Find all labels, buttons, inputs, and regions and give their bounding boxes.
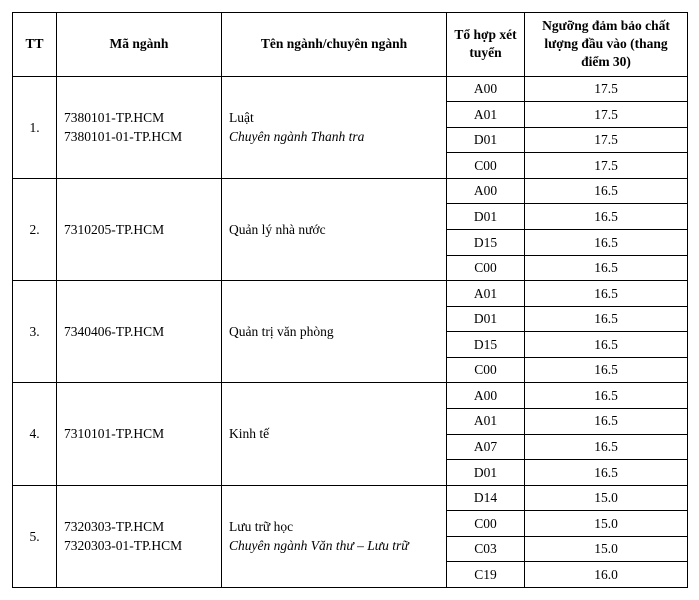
cell-code: 7310101-TP.HCM (57, 383, 222, 485)
cell-score: 16.5 (525, 383, 688, 409)
code-line: 7310205-TP.HCM (64, 222, 164, 237)
cell-tt: 4. (13, 383, 57, 485)
cell-score: 16.0 (525, 562, 688, 588)
cell-score: 17.5 (525, 153, 688, 179)
table-header: TT Mã ngành Tên ngành/chuyên ngành Tổ hợ… (13, 13, 688, 77)
cell-score: 16.5 (525, 255, 688, 281)
cell-combo: A00 (447, 76, 525, 102)
code-line: 7320303-01-TP.HCM (64, 538, 182, 553)
cell-score: 16.5 (525, 332, 688, 358)
table-row: 5.7320303-TP.HCM7320303-01-TP.HCMLưu trữ… (13, 485, 688, 511)
code-line: 7320303-TP.HCM (64, 519, 164, 534)
cell-combo: A07 (447, 434, 525, 460)
code-line: 7340406-TP.HCM (64, 324, 164, 339)
cell-code: 7310205-TP.HCM (57, 178, 222, 280)
cell-score: 16.5 (525, 230, 688, 256)
cell-name: Kinh tế (222, 383, 447, 485)
header-threshold: Ngưỡng đảm bảo chất lượng đầu vào (thang… (525, 13, 688, 77)
cell-combo: D15 (447, 230, 525, 256)
name-sub: Chuyên ngành Thanh tra (229, 129, 364, 144)
table-body: 1. 7380101-TP.HCM 7380101-01-TP.HCM Luật Chu… (13, 76, 688, 587)
cell-tt: 1. (13, 76, 57, 178)
cell-combo: D14 (447, 485, 525, 511)
name-sub: Chuyên ngành Văn thư – Lưu trữ (229, 538, 409, 553)
cell-score: 15.0 (525, 536, 688, 562)
cell-score: 15.0 (525, 485, 688, 511)
cell-name: Lưu trữ học Chuyên ngành Văn thư – Lưu tr… (222, 485, 447, 587)
table-row: 1.7380101-TP.HCM7380101-01-TP.HCMLuậtChu… (13, 76, 688, 102)
admissions-table: TT Mã ngành Tên ngành/chuyên ngành Tổ hợ… (12, 12, 688, 588)
cell-score: 16.5 (525, 460, 688, 486)
cell-combo: D15 (447, 332, 525, 358)
cell-combo: C03 (447, 536, 525, 562)
cell-combo: C00 (447, 511, 525, 537)
cell-combo: A01 (447, 408, 525, 434)
cell-score: 16.5 (525, 408, 688, 434)
cell-combo: C00 (447, 255, 525, 281)
cell-score: 16.5 (525, 357, 688, 383)
cell-combo: C00 (447, 153, 525, 179)
header-tt: TT (13, 13, 57, 77)
cell-score: 17.5 (525, 76, 688, 102)
code-line: 7380101-TP.HCM (64, 110, 164, 125)
cell-code: 7340406-TP.HCM (57, 281, 222, 383)
name-main: Quản lý nhà nước (229, 222, 326, 237)
cell-combo: D01 (447, 306, 525, 332)
cell-score: 16.5 (525, 204, 688, 230)
name-main: Lưu trữ học (229, 519, 293, 534)
table-row: 2.7310205-TP.HCMQuản lý nhà nướcA0016.5 (13, 178, 688, 204)
cell-combo: D01 (447, 204, 525, 230)
name-main: Quản trị văn phòng (229, 324, 334, 339)
name-main: Kinh tế (229, 426, 269, 441)
cell-tt: 3. (13, 281, 57, 383)
header-name: Tên ngành/chuyên ngành (222, 13, 447, 77)
cell-name: Quản trị văn phòng (222, 281, 447, 383)
table-row: 4.7310101-TP.HCMKinh tếA0016.5 (13, 383, 688, 409)
cell-score: 17.5 (525, 102, 688, 128)
code-line: 7380101-01-TP.HCM (64, 129, 182, 144)
cell-combo: A01 (447, 102, 525, 128)
code-line: 7310101-TP.HCM (64, 426, 164, 441)
cell-score: 15.0 (525, 511, 688, 537)
header-code: Mã ngành (57, 13, 222, 77)
cell-tt: 2. (13, 178, 57, 280)
cell-name: Luật Chuyên ngành Thanh tra (222, 76, 447, 178)
header-combo: Tổ hợp xét tuyển (447, 13, 525, 77)
cell-score: 16.5 (525, 178, 688, 204)
cell-score: 16.5 (525, 281, 688, 307)
cell-code: 7320303-TP.HCM 7320303-01-TP.HCM (57, 485, 222, 587)
cell-score: 16.5 (525, 306, 688, 332)
cell-combo: A00 (447, 178, 525, 204)
name-main: Luật (229, 110, 254, 125)
cell-combo: D01 (447, 127, 525, 153)
cell-combo: C00 (447, 357, 525, 383)
cell-score: 17.5 (525, 127, 688, 153)
cell-combo: A00 (447, 383, 525, 409)
cell-code: 7380101-TP.HCM 7380101-01-TP.HCM (57, 76, 222, 178)
table-row: 3.7340406-TP.HCMQuản trị văn phòngA0116.… (13, 281, 688, 307)
cell-combo: A01 (447, 281, 525, 307)
cell-tt: 5. (13, 485, 57, 587)
cell-name: Quản lý nhà nước (222, 178, 447, 280)
cell-combo: C19 (447, 562, 525, 588)
cell-score: 16.5 (525, 434, 688, 460)
cell-combo: D01 (447, 460, 525, 486)
